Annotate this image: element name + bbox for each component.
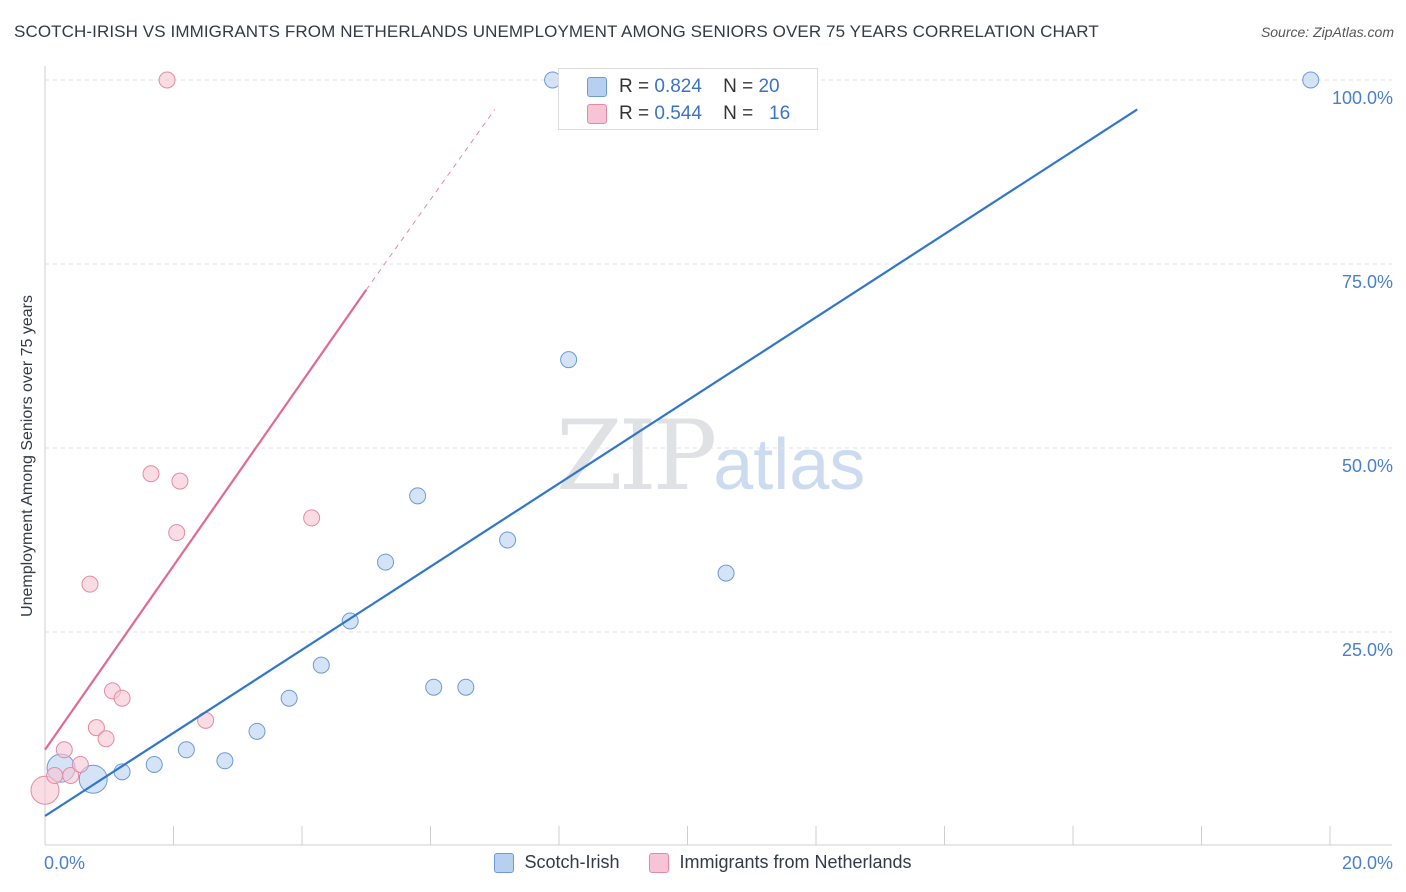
- watermark-zip: ZIP: [556, 400, 717, 512]
- legend-item-netherlands[interactable]: Immigrants from Netherlands: [649, 852, 912, 873]
- watermark: ZIPatlas: [556, 400, 865, 512]
- x-tick-label-min: 0.0%: [44, 853, 85, 873]
- watermark-atlas: atlas: [713, 425, 866, 505]
- point-scotch-irish-12: [425, 678, 443, 696]
- r-value-scotch-irish: 0.824: [654, 76, 702, 97]
- point-netherlands-7: [97, 730, 115, 748]
- stats-text-scotch-irish: R = 0.824 N = 20: [619, 76, 780, 97]
- point-scotch-irish-7: [280, 689, 298, 707]
- netherlands-swatch: [587, 104, 607, 124]
- point-scotch-irish-4: [177, 741, 195, 759]
- point-scotch-irish-10: [377, 553, 395, 571]
- point-netherlands-11: [158, 71, 176, 89]
- trendline-scotch-irish: [44, 108, 1138, 817]
- bottom-legend: Scotch-Irish Immigrants from Netherlands: [0, 852, 1406, 873]
- n-value-scotch-irish: 20: [758, 76, 780, 97]
- point-scotch-irish-3: [145, 755, 163, 773]
- stats-legend: R = 0.824 N = 20 R = 0.544 N = 16: [558, 68, 818, 130]
- point-scotch-irish-19: [1302, 71, 1320, 89]
- point-netherlands-4: [71, 755, 89, 773]
- point-scotch-irish-1: [78, 764, 108, 794]
- point-netherlands-12: [168, 524, 186, 542]
- legend-label-netherlands: Immigrants from Netherlands: [679, 852, 912, 872]
- chart-title: SCOTCH-IRISH VS IMMIGRANTS FROM NETHERLA…: [14, 22, 1099, 41]
- point-netherlands-10: [142, 465, 160, 483]
- point-scotch-irish-14: [499, 531, 517, 549]
- legend-swatch-netherlands: [649, 852, 670, 873]
- legend-item-scotch-irish[interactable]: Scotch-Irish: [494, 852, 619, 873]
- trendline-netherlands: [44, 289, 368, 751]
- point-scotch-irish-5: [216, 752, 234, 770]
- point-netherlands-2: [55, 741, 73, 759]
- scotch-irish-swatch: [587, 77, 607, 97]
- r-value-netherlands: 0.544: [654, 103, 702, 124]
- point-scotch-irish-16: [560, 351, 578, 369]
- point-scotch-irish-17: [717, 564, 735, 582]
- point-netherlands-9: [113, 689, 131, 707]
- n-value-netherlands: 16: [769, 103, 791, 124]
- point-netherlands-6: [87, 719, 105, 737]
- y-tick-label-50: 50.0%: [1342, 456, 1393, 476]
- legend-label-scotch-irish: Scotch-Irish: [524, 852, 620, 872]
- point-netherlands-15: [303, 509, 321, 527]
- point-netherlands-3: [62, 767, 80, 785]
- y-tick-label-100: 100.0%: [1332, 88, 1393, 108]
- source-credit: Source: ZipAtlas.com: [1260, 24, 1394, 40]
- x-tick-label-max: 20.0%: [1342, 853, 1393, 873]
- point-netherlands-5: [81, 575, 99, 593]
- point-scotch-irish-6: [248, 722, 266, 740]
- point-scotch-irish-11: [409, 487, 427, 505]
- point-netherlands-13: [171, 472, 189, 490]
- stats-text-netherlands: R = 0.544 N = 16: [619, 103, 791, 124]
- y-tick-label-25: 25.0%: [1342, 640, 1393, 660]
- point-netherlands-1: [46, 767, 64, 785]
- legend-swatch-scotch-irish: [494, 852, 515, 873]
- point-scotch-irish-13: [457, 678, 475, 696]
- trendline-dashed-netherlands: [365, 109, 496, 291]
- y-tick-label-75: 75.0%: [1342, 272, 1393, 292]
- point-scotch-irish-8: [312, 656, 330, 674]
